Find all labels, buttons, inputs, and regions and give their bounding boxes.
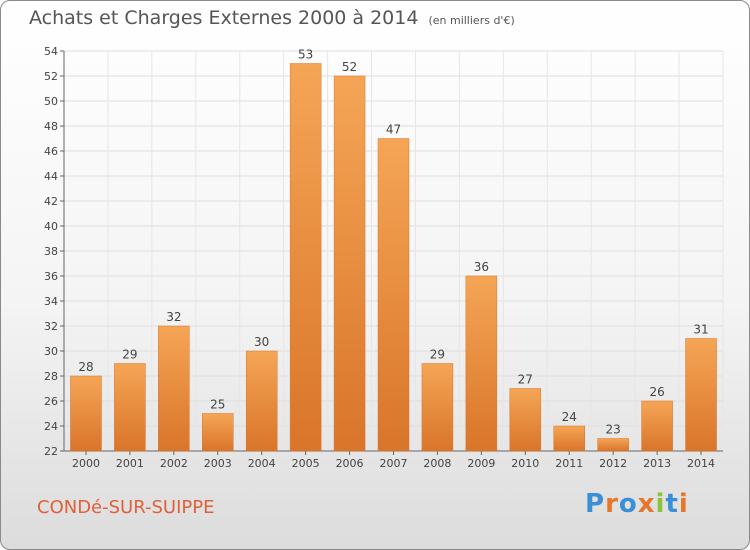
logo-letter: P [585, 489, 606, 519]
bar [70, 375, 102, 452]
x-tick-label: 2013 [643, 457, 671, 470]
y-tick-label: 48 [44, 120, 58, 133]
y-tick-label: 22 [44, 445, 58, 458]
bar [377, 138, 410, 452]
y-tick-label: 28 [44, 370, 58, 383]
y-tick-label: 24 [44, 420, 58, 433]
bar-value-label: 27 [518, 373, 533, 387]
bar [553, 425, 585, 452]
x-tick-label: 2001 [116, 457, 144, 470]
x-tick-label: 2000 [72, 457, 100, 470]
y-tick-label: 40 [44, 220, 58, 233]
bars [70, 63, 717, 452]
labels: 22 24 26 28 30 32 34 36 38 40 42 44 46 48 50 52 54 28 2000… [44, 45, 715, 470]
y-tick-label: 46 [44, 145, 58, 158]
x-tick-label: 2010 [511, 457, 539, 470]
y-tick-label: 42 [44, 195, 58, 208]
bar [641, 400, 673, 452]
logo-letter: x [637, 489, 656, 519]
bar-value-label: 29 [122, 348, 137, 362]
bar-value-label: 23 [606, 423, 621, 437]
bar-value-label: 31 [693, 323, 708, 337]
bar [333, 75, 366, 452]
x-tick-label: 2008 [423, 457, 451, 470]
y-tick-label: 50 [44, 95, 58, 108]
x-tick-label: 2007 [380, 457, 408, 470]
x-tick-label: 2012 [599, 457, 627, 470]
y-tick-label: 36 [44, 270, 58, 283]
logo-letter: o [618, 489, 638, 519]
y-tick-label: 54 [44, 45, 58, 58]
logo-letter: i [655, 489, 666, 519]
bar [114, 363, 146, 452]
bar-value-label: 52 [342, 60, 357, 74]
bar [509, 388, 542, 452]
y-tick-label: 52 [44, 70, 58, 83]
logo-letter: i [678, 489, 689, 519]
bar [158, 325, 190, 452]
bar [597, 438, 629, 452]
y-tick-label: 26 [44, 395, 58, 408]
bar-value-label: 26 [649, 385, 664, 399]
x-tick-label: 2006 [336, 457, 364, 470]
bar [289, 63, 322, 452]
bar-value-label: 32 [166, 310, 181, 324]
bar [245, 350, 278, 452]
x-tick-label: 2009 [467, 457, 495, 470]
logo-letter: r [605, 489, 619, 519]
x-tick-label: 2003 [204, 457, 232, 470]
y-tick-label: 38 [44, 245, 58, 258]
x-tick-label: 2011 [555, 457, 583, 470]
bar-value-label: 36 [474, 260, 489, 274]
bar [685, 338, 717, 452]
y-tick-label: 32 [44, 320, 58, 333]
bar [202, 413, 234, 452]
x-tick-label: 2002 [160, 457, 188, 470]
bar-value-label: 30 [254, 335, 269, 349]
bar-value-label: 25 [210, 398, 225, 412]
bar-value-label: 28 [78, 360, 93, 374]
town-name: CONDé-SUR-SUIPPE [37, 497, 215, 518]
y-tick-label: 34 [44, 295, 58, 308]
proxiti-logo[interactable]: Proxiti [585, 489, 689, 519]
chart-title: Achats et Charges Externes 2000 à 2014 (e… [29, 7, 515, 29]
bar-value-label: 24 [562, 410, 577, 424]
bar-value-label: 47 [386, 123, 401, 137]
bar-value-label: 29 [430, 348, 445, 362]
logo-letter: t [665, 489, 679, 519]
x-tick-label: 2004 [248, 457, 276, 470]
bar [421, 363, 454, 452]
x-tick-label: 2014 [687, 457, 715, 470]
bar [465, 275, 498, 452]
x-tick-label: 2005 [292, 457, 320, 470]
chart-subtitle: (en milliers d'€) [428, 14, 515, 27]
y-tick-label: 30 [44, 345, 58, 358]
y-tick-label: 44 [44, 170, 58, 183]
chart-title-text: Achats et Charges Externes 2000 à 2014 [29, 7, 419, 29]
bar-value-label: 53 [298, 48, 313, 62]
